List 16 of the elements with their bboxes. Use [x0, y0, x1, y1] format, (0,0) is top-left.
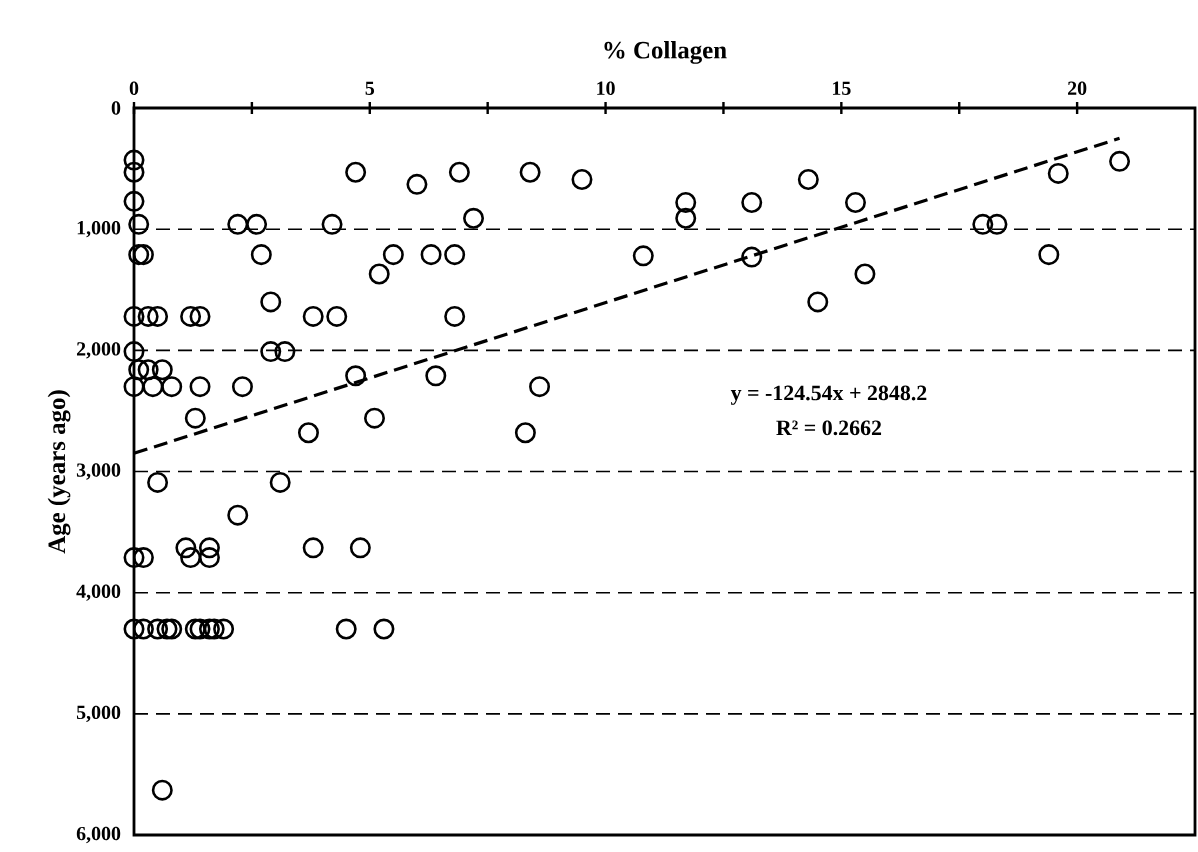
x-tick-label: 0 — [129, 81, 139, 95]
x-tick-label: 15 — [832, 81, 851, 95]
y-tick-label: 5,000 — [76, 705, 121, 723]
y-axis-title: Age (years ago) — [47, 390, 71, 554]
x-tick-label: 20 — [1068, 81, 1087, 95]
y-tick-label: 0 — [111, 101, 121, 115]
x-axis-title: % Collagen — [604, 41, 727, 64]
y-tick-label: 3,000 — [76, 463, 121, 480]
annotation: R² = 0.2662 — [776, 420, 882, 436]
x-tick-label: 10 — [597, 81, 615, 95]
annotation: y = -124.54x + 2848.2 — [730, 385, 927, 405]
y-tick-label: 4,000 — [76, 584, 121, 601]
x-tick-label: 5 — [365, 81, 375, 95]
y-tick-label: 6,000 — [76, 826, 121, 844]
y-tick-label: 1,000 — [77, 221, 121, 238]
y-tick-label: 2,000 — [76, 342, 121, 359]
